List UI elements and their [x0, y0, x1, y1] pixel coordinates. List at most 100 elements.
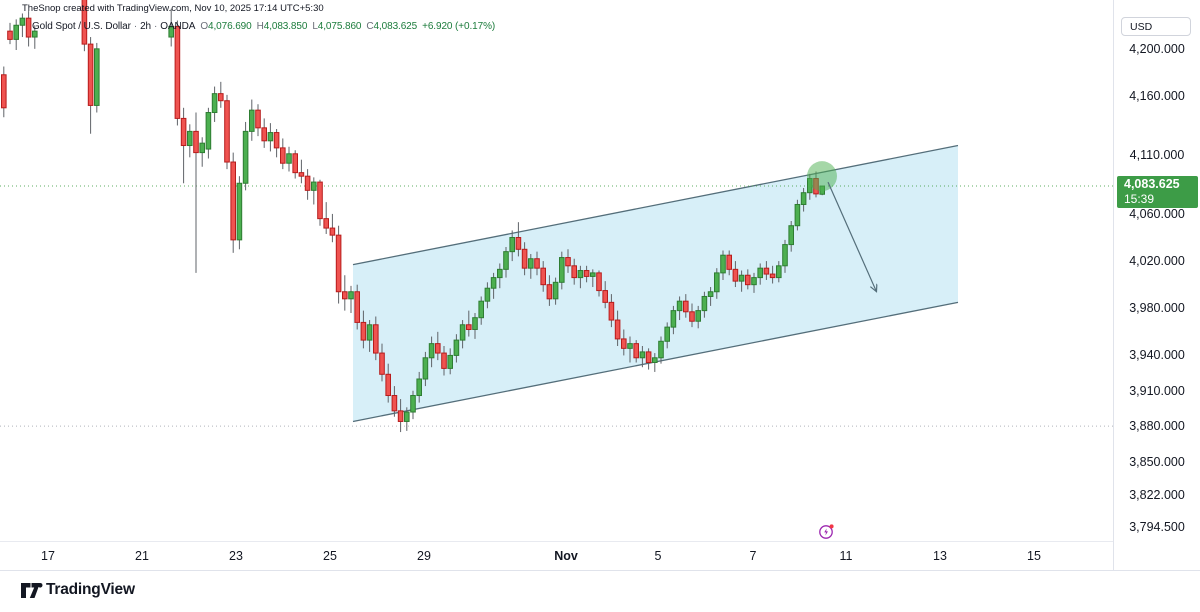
price-axis-label: 4,020.000: [1129, 254, 1185, 269]
candle-body: [360, 321, 367, 341]
circle-marker[interactable]: [807, 161, 837, 192]
candle-body: [280, 147, 286, 164]
price-axis-label: 4,160.000: [1129, 89, 1185, 103]
candle-body: [19, 17, 26, 26]
tradingview-logo-icon[interactable]: [21, 583, 43, 599]
candle-body: [261, 127, 267, 142]
candle-body: [515, 237, 522, 250]
time-axis-label: 5: [654, 549, 662, 563]
candle-body: [602, 290, 609, 303]
time-axis-border: [0, 541, 1113, 542]
time-axis-label: 13: [933, 549, 947, 563]
candle-body: [627, 343, 633, 349]
chart-canvas[interactable]: [0, 0, 1113, 570]
candle-body: [596, 272, 602, 292]
attribution-text: TheSnop created with TradingView.com, No…: [22, 3, 324, 14]
candle-body: [732, 268, 739, 282]
candle-body: [707, 291, 714, 297]
candle-body: [391, 395, 398, 412]
candle-body: [633, 343, 640, 359]
projection-arrow[interactable]: [827, 181, 876, 290]
time-axis-label: 11: [839, 549, 853, 563]
candle-body: [342, 291, 348, 300]
candle-body: [273, 132, 280, 149]
time-axis-label: 21: [135, 549, 149, 563]
candle-body: [211, 93, 218, 114]
candle-body: [757, 267, 764, 279]
candle-body: [230, 161, 236, 241]
footer-border: [0, 570, 1200, 571]
candle-body: [205, 112, 212, 150]
candle-body: [1, 74, 7, 109]
time-axis-label: 17: [41, 549, 55, 563]
candle-body: [577, 270, 584, 279]
candle-body: [794, 203, 801, 227]
candle-body: [249, 109, 255, 132]
trend-channel-upper-line[interactable]: [352, 144, 959, 266]
candle-body: [466, 324, 472, 330]
separator-dot: ·: [133, 21, 138, 32]
candle-body: [94, 48, 100, 106]
candle-body: [534, 258, 540, 269]
candle-body: [763, 267, 770, 275]
time-axis-label: 25: [323, 549, 337, 563]
candle-body: [614, 319, 621, 340]
tradingview-logo-text[interactable]: TradingView: [46, 581, 135, 598]
exchange-label: OANDA: [160, 21, 196, 32]
candle-body: [174, 25, 181, 119]
candle-body: [180, 117, 187, 147]
candle-body: [720, 254, 726, 274]
candle-body: [528, 258, 534, 269]
price-axis-label: 3,980.000: [1129, 301, 1185, 316]
candle-body: [676, 300, 683, 312]
candle-body: [447, 354, 453, 369]
candle-body: [323, 218, 329, 229]
candle-body: [565, 257, 571, 267]
candle-body: [658, 340, 664, 359]
candle-body: [745, 274, 751, 286]
candle-body: [608, 301, 615, 321]
candle-body: [521, 248, 528, 269]
candle-body: [546, 284, 553, 300]
candle-body: [776, 265, 782, 279]
price-axis-label: 3,822.000: [1129, 487, 1185, 502]
candle-body: [317, 181, 323, 220]
candle-body: [726, 254, 733, 270]
symbol-row[interactable]: Gold Spot / U.S. Dollar · 2h · OANDA O4,076.6…: [32, 21, 495, 32]
time-axis[interactable]: 17 21 23 25 29 Nov 5 7 11 13 15: [0, 543, 1113, 570]
currency-label[interactable]: USD: [1121, 17, 1191, 36]
price-axis-label: 4,110.000: [1129, 147, 1185, 162]
economic-event-icon[interactable]: [818, 523, 835, 540]
candle-body: [242, 130, 249, 184]
candle-body: [689, 311, 695, 322]
price-axis-border: [1113, 0, 1114, 570]
candle-body: [193, 130, 199, 154]
candle-body: [683, 300, 689, 313]
candle-body: [32, 30, 38, 38]
candle-body: [453, 339, 460, 356]
price-axis[interactable]: USD 4,200.000 4,160.000 4,110.000 4,060.000…: [1114, 0, 1200, 570]
time-axis-label: 29: [417, 549, 431, 563]
candle-body: [670, 310, 677, 328]
candle-body: [695, 310, 702, 322]
candle-body: [267, 132, 274, 142]
candle-body: [459, 324, 466, 341]
ohlc-value: 4,083.850: [263, 21, 308, 32]
ohlc-value: 4,075.860: [317, 21, 362, 32]
candle-body: [441, 352, 447, 369]
candle-body: [509, 237, 515, 253]
price-axis-label: 4,060.000: [1129, 206, 1185, 221]
candle-body: [621, 338, 627, 349]
candle-body: [800, 192, 807, 205]
candle-body: [410, 395, 416, 413]
trend-channel-fill[interactable]: [353, 145, 958, 422]
candle-body: [428, 343, 435, 359]
candle-body: [416, 378, 422, 397]
candle-body: [168, 25, 174, 38]
candle-body: [738, 274, 745, 282]
price-axis-label: 3,910.000: [1129, 383, 1185, 398]
ohlc-key: O: [200, 21, 209, 32]
candle-body: [751, 277, 757, 286]
candle-body: [373, 324, 379, 354]
candle-body: [329, 227, 336, 236]
